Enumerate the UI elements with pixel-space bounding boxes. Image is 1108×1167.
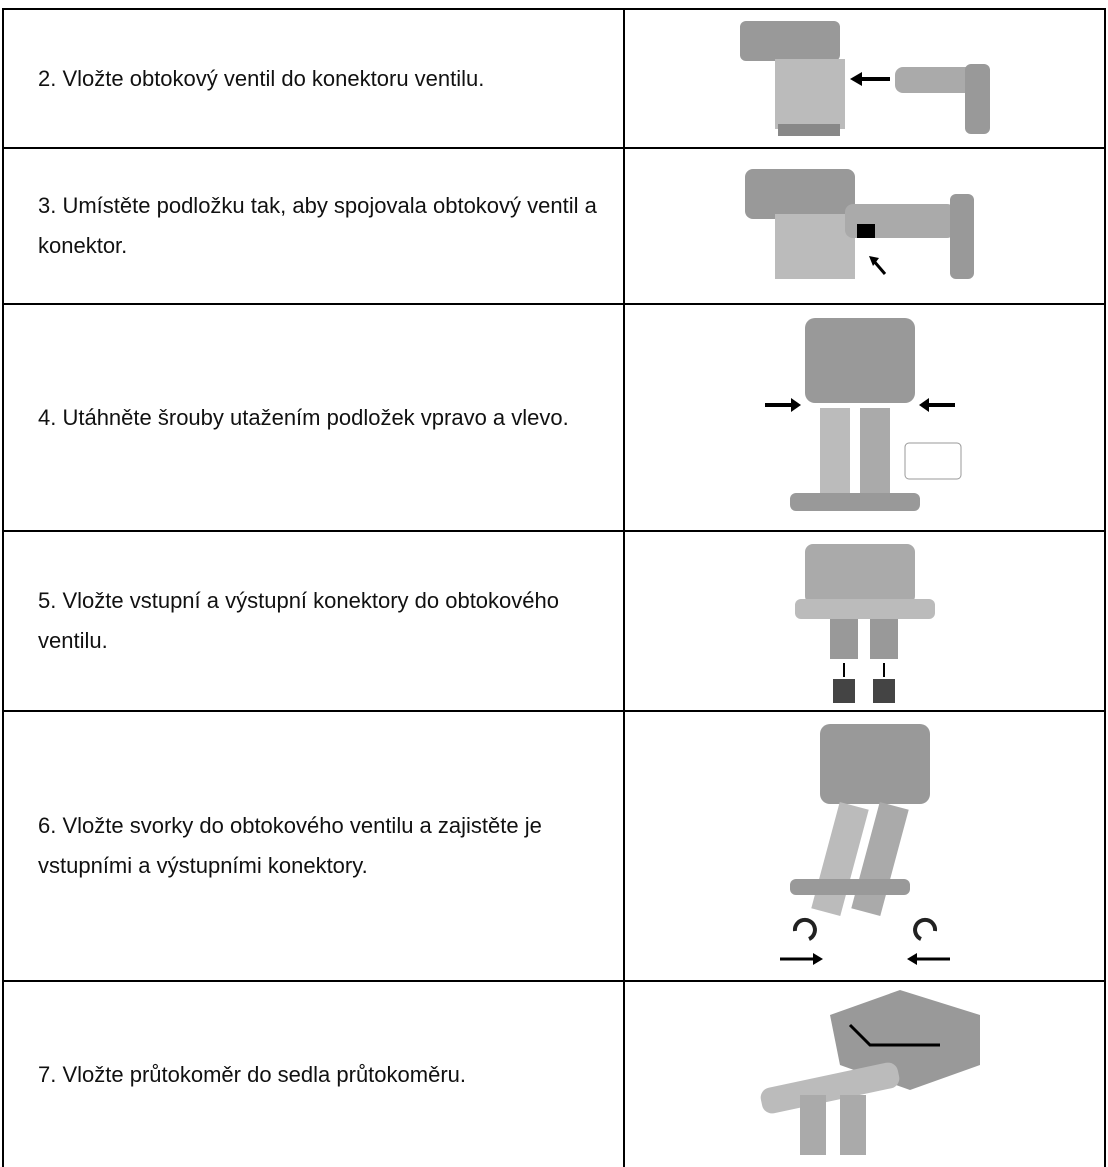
- valve-illustration: [764, 317, 961, 511]
- step-image: [623, 710, 1106, 982]
- step-image: [623, 980, 1106, 1167]
- valve-illustration: [744, 168, 974, 279]
- row: 7. Vložte průtokoměr do sedla průtokoměr…: [2, 980, 1106, 1167]
- step-text: 2. Vložte obtokový ventil do konektoru v…: [2, 8, 625, 149]
- instruction-table: 2. Vložte obtokový ventil do konektoru v…: [2, 8, 1106, 1167]
- step-image: [623, 530, 1106, 712]
- valve-illustration: [794, 543, 935, 703]
- step-text: 4. Utáhněte šrouby utažením podložek vpr…: [2, 303, 625, 532]
- step-text: 6. Vložte svorky do obtokového ventilu a…: [2, 710, 625, 982]
- step-text: 7. Vložte průtokoměr do sedla průtokoměr…: [2, 980, 625, 1167]
- step-image: [623, 303, 1106, 532]
- valve-illustration: [779, 723, 950, 965]
- step-text: 5. Vložte vstupní a výstupní konektory d…: [2, 530, 625, 712]
- valve-illustration: [760, 989, 980, 1155]
- row: 5. Vložte vstupní a výstupní konektory d…: [2, 530, 1106, 712]
- row: 3. Umístěte podložku tak, aby spojovala …: [2, 147, 1106, 305]
- row: 2. Vložte obtokový ventil do konektoru v…: [2, 8, 1106, 149]
- step-text: 3. Umístěte podložku tak, aby spojovala …: [2, 147, 625, 305]
- valve-illustration: [739, 20, 990, 136]
- row: 6. Vložte svorky do obtokového ventilu a…: [2, 710, 1106, 982]
- step-image: [623, 147, 1106, 305]
- row: 4. Utáhněte šrouby utažením podložek vpr…: [2, 303, 1106, 532]
- step-image: [623, 8, 1106, 149]
